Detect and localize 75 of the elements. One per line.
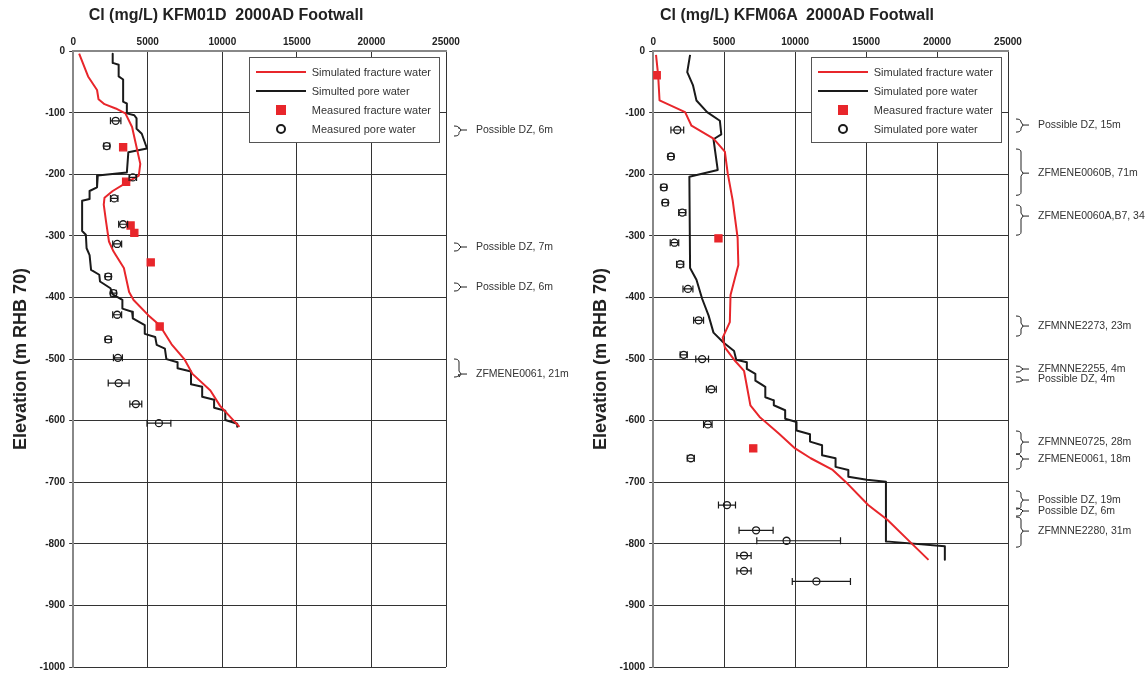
x-tick-label: 10000 — [781, 35, 810, 47]
y-tick-label: -500 — [625, 352, 646, 364]
point — [782, 536, 791, 545]
text: Possible DZ, 4m — [1038, 372, 1116, 385]
x-tick-label: 10000 — [208, 35, 237, 47]
chart-title: Cl (mg/L) KFM01D 2000AD Footwall — [88, 6, 364, 24]
y-tick-label: -100 — [625, 106, 646, 118]
legend-label: Measured pore water — [311, 122, 416, 135]
point — [146, 258, 155, 267]
x-tick-label: 15000 — [852, 35, 881, 47]
point — [749, 444, 758, 453]
y-tick-label: -300 — [625, 229, 646, 241]
point — [155, 322, 164, 331]
point — [739, 551, 749, 560]
y-tick-label: -400 — [45, 291, 66, 303]
point — [118, 143, 128, 152]
legend-label: Simulted pore water — [311, 84, 410, 97]
text: Possible DZ, 6m — [476, 279, 554, 292]
y-tick-label: -800 — [45, 537, 66, 549]
y-tick-label: -700 — [45, 476, 66, 488]
point — [114, 378, 123, 388]
text: ZFMENE0061, 18m — [1038, 451, 1132, 464]
y-axis-title: Elevation (m RHB 70) — [9, 268, 30, 451]
text: Possible DZ, 6m — [1038, 504, 1116, 517]
x-tick-label: 20000 — [357, 35, 386, 47]
text: ZFMNNE2273, 23m — [1038, 319, 1132, 332]
text: ZFMNNE2255, 4m — [1038, 362, 1126, 375]
point — [722, 500, 732, 510]
legend-label: Measured fracture water — [311, 103, 431, 116]
point — [714, 234, 723, 243]
y-tick-label: -800 — [625, 537, 646, 549]
y-tick-label: -900 — [45, 599, 66, 611]
legend-label: Simulated fracture water — [311, 65, 431, 78]
legend-label: Simulated pore water — [873, 122, 978, 135]
text: ZFMENE0061, 21m — [476, 367, 570, 380]
y-tick-label: -600 — [625, 414, 646, 426]
chart-title: Cl (mg/L) KFM06A 2000AD Footwall — [659, 6, 935, 24]
text: Possible DZ, 19m — [1038, 493, 1122, 506]
point — [697, 354, 707, 364]
y-tick-label: -1000 — [619, 660, 646, 672]
text: ZFMNNE2280, 31m — [1038, 524, 1132, 537]
y-axis-title: Elevation (m RHB 70) — [589, 268, 610, 451]
y-tick-label: -500 — [45, 352, 66, 364]
text: ZFMNNE0725, 28m — [1038, 434, 1132, 447]
text: Possible DZ, 6m — [476, 123, 554, 136]
x-tick-label: 25000 — [994, 35, 1023, 47]
text: Possible DZ, 15m — [1038, 117, 1122, 130]
legend-label: Simulated pore water — [873, 84, 978, 97]
y-tick-label: -700 — [625, 476, 646, 488]
x-tick-label: 0 — [650, 35, 657, 47]
point — [751, 526, 761, 535]
legend-label: Measured fracture water — [873, 103, 993, 116]
x-tick-label: 0 — [70, 35, 77, 47]
y-tick-label: -1000 — [39, 660, 66, 672]
y-tick-label: -300 — [45, 229, 66, 241]
y-tick-label: -200 — [45, 168, 66, 180]
y-tick-label: 0 — [59, 44, 66, 56]
y-tick-label: -100 — [45, 106, 66, 118]
x-tick-label: 25000 — [432, 35, 461, 47]
point — [812, 577, 821, 586]
y-tick-label: -600 — [45, 414, 66, 426]
text: Possible DZ, 7m — [476, 239, 554, 252]
text: ZFMENE0060A,B7, 34 — [1038, 209, 1145, 222]
y-tick-label: -900 — [625, 599, 646, 611]
text: ZFMENE0060B, 71m — [1038, 166, 1139, 179]
x-tick-label: 20000 — [923, 35, 952, 47]
point — [130, 228, 139, 238]
x-tick-label: 15000 — [282, 35, 312, 47]
x-tick-label: 5000 — [713, 35, 736, 47]
y-tick-label: -400 — [625, 291, 646, 303]
y-tick-label: 0 — [639, 44, 646, 56]
y-tick-label: -200 — [625, 168, 646, 180]
x-tick-label: 5000 — [136, 35, 160, 47]
point — [154, 418, 164, 428]
legend-label: Simulated fracture water — [873, 65, 993, 78]
